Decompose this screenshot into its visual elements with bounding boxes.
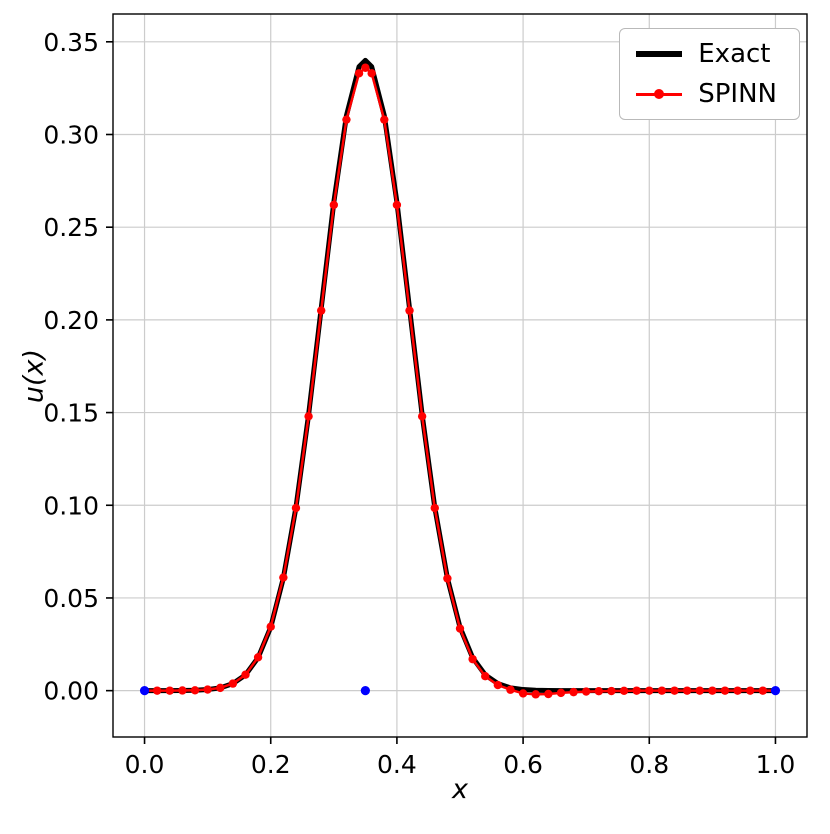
- series-marker-spinn: [392, 200, 402, 210]
- series-marker-spinn: [581, 687, 591, 696]
- series-marker-spinn: [493, 680, 503, 690]
- series-marker-spinn: [746, 686, 755, 695]
- series-marker-spinn: [291, 503, 301, 513]
- legend-label-spinn: SPINN: [698, 79, 777, 109]
- series-marker-spinn: [266, 622, 275, 631]
- y-tick-label: 0.15: [43, 399, 99, 428]
- series-marker-spinn: [190, 686, 200, 695]
- series-marker-spinn: [607, 686, 616, 696]
- series-marker-spinn: [342, 115, 351, 124]
- series-marker-spinn: [632, 686, 641, 695]
- series-line-spinn: [143, 66, 777, 696]
- series-marker-spinn: [619, 686, 629, 696]
- series-marker-spinn: [203, 685, 212, 694]
- series-marker-spinn: [518, 689, 528, 698]
- series-marker-spinn: [695, 686, 704, 695]
- series-marker-spinn: [228, 679, 238, 688]
- y-tick-label: 0.35: [43, 28, 99, 57]
- spinn-marker-dot: [654, 89, 665, 99]
- series-line-exact: [142, 57, 778, 694]
- series-marker-spinn: [367, 69, 376, 78]
- series-marker-spinn: [569, 687, 578, 697]
- x-tick-label: 0.4: [377, 750, 417, 779]
- series-marker-spinn: [468, 654, 477, 664]
- y-tick-label: 0.25: [43, 213, 99, 242]
- series-marker-spinn: [354, 69, 364, 78]
- series-marker-spinn: [279, 573, 288, 582]
- series-marker-spinn: [733, 686, 742, 695]
- x-tick-label: 0.0: [125, 750, 165, 779]
- boundary-point: [360, 686, 370, 696]
- x-axis-label: x: [452, 774, 468, 805]
- series-marker-spinn: [165, 686, 174, 695]
- series-marker-spinn: [594, 687, 603, 696]
- series-marker-spinn: [417, 412, 427, 421]
- exact-line-swatch: [636, 51, 683, 57]
- series-marker-spinn: [178, 686, 187, 695]
- series-marker-spinn: [152, 686, 162, 695]
- x-tick-label: 0.8: [629, 750, 669, 779]
- series-marker-spinn: [544, 689, 553, 699]
- series-marker-spinn: [317, 306, 326, 315]
- y-tick-label: 0.05: [43, 584, 99, 613]
- series-marker-spinn: [556, 688, 566, 698]
- series-marker-spinn: [645, 686, 654, 695]
- x-tick-label: 1.0: [756, 750, 796, 779]
- legend: Exact SPINN: [619, 28, 800, 120]
- series-marker-spinn: [481, 671, 490, 681]
- legend-item-spinn: SPINN: [636, 81, 777, 107]
- series-marker-spinn: [670, 686, 679, 695]
- y-tick-label: 0.20: [43, 306, 99, 335]
- series-marker-spinn: [758, 686, 768, 695]
- series-marker-spinn: [241, 670, 250, 679]
- spinn-line-sample: [636, 89, 683, 99]
- y-tick-label: 0.30: [43, 121, 99, 150]
- series-marker-spinn: [361, 63, 370, 72]
- series-marker-spinn: [405, 306, 414, 315]
- axes-frame: [112, 13, 808, 738]
- series-marker-spinn: [253, 653, 263, 662]
- series-marker-spinn: [304, 412, 313, 421]
- x-tick-label: 0.2: [251, 750, 291, 779]
- series-marker-spinn: [329, 200, 339, 210]
- exact-line-sample: [636, 51, 683, 57]
- series-marker-spinn: [216, 683, 225, 693]
- series-marker-spinn: [531, 690, 540, 699]
- series-marker-spinn: [506, 685, 515, 694]
- legend-item-exact: Exact: [636, 41, 777, 67]
- series-marker-spinn: [380, 115, 389, 124]
- x-tick-label: 0.6: [503, 750, 543, 779]
- series-marker-spinn: [657, 686, 667, 695]
- series-marker-spinn: [708, 686, 717, 695]
- boundary-point: [770, 686, 781, 696]
- series-marker-spinn: [455, 624, 465, 633]
- y-axis-label: u(x): [18, 348, 50, 404]
- legend-label-exact: Exact: [698, 39, 771, 69]
- boundary-point: [139, 686, 150, 696]
- series-marker-spinn: [720, 686, 730, 695]
- y-tick-label: 0.10: [43, 491, 99, 520]
- series-marker-spinn: [443, 574, 452, 583]
- series-marker-spinn: [430, 503, 439, 513]
- series-marker-spinn: [682, 686, 692, 695]
- y-tick-label: 0.00: [43, 677, 99, 706]
